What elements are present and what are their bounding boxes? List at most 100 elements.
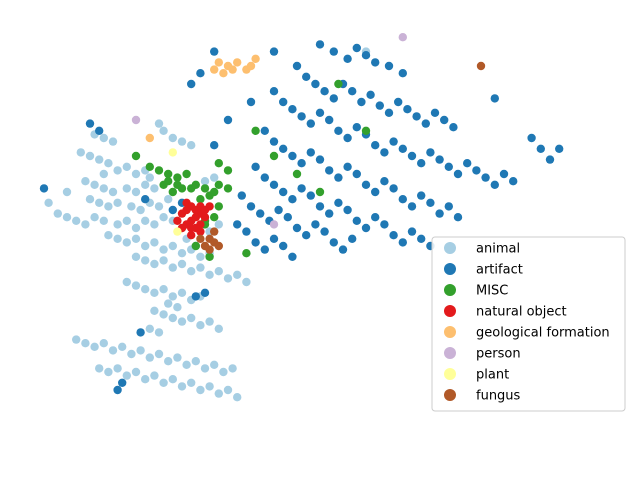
point-animal-13 [108,187,118,197]
point-artifact-48 [472,166,481,175]
point-artifact-99 [274,205,283,215]
point-artifact-10 [311,79,320,89]
legend-label-natural-object: natural object [476,305,567,320]
point-animal-42 [122,238,131,247]
point-MISC-11 [223,184,233,193]
point-animal-91 [154,349,164,359]
point-artifact-53 [260,126,269,135]
point-artifact-114 [288,252,297,261]
point-artifact-137 [490,94,499,103]
point-animal-103 [122,371,131,380]
point-animal-50 [196,252,205,261]
point-MISC-0 [154,166,164,175]
point-animal-56 [168,263,177,272]
point-animal-79 [196,321,205,330]
point-artifact-50 [490,180,499,189]
point-animal-120 [159,126,168,135]
point-natural-object-18 [187,231,196,240]
legend-marker-geological-formation [444,326,456,338]
point-artifact-22 [421,119,430,128]
point-artifact-66 [380,177,389,186]
point-artifact-45 [444,162,453,171]
point-MISC-21 [210,213,219,222]
point-animal-125 [53,209,62,218]
point-artifact-80 [297,184,306,193]
point-animal-76 [168,313,177,323]
legend-label-animal: animal [476,242,520,257]
point-animal-109 [177,382,187,391]
point-animal-58 [187,267,196,276]
point-animal-78 [187,313,196,323]
point-artifact-85 [343,205,352,215]
point-MISC-29 [334,79,343,89]
point-artifact-75 [251,162,260,171]
point-animal-17 [150,184,159,193]
point-animal-35 [141,216,150,225]
point-animal-18 [85,195,95,204]
point-artifact-76 [260,173,269,182]
point-artifact-89 [380,220,389,229]
point-artifact-70 [417,191,426,200]
point-artifact-129 [223,115,233,125]
point-artifact-101 [292,223,302,233]
point-animal-123 [187,141,196,150]
point-artifact-19 [394,97,403,107]
point-animal-14 [122,184,131,193]
point-animal-98 [219,367,228,377]
point-artifact-104 [320,227,329,236]
point-animal-95 [191,357,200,366]
point-artifact-3 [352,43,361,53]
point-animal-28 [72,216,81,225]
point-animal-118 [108,137,118,146]
point-animal-88 [127,349,136,359]
point-animal-30 [90,213,99,222]
point-animal-21 [113,198,122,207]
point-artifact-127 [269,47,279,56]
point-artifact-112 [269,234,279,243]
point-artifact-0 [315,40,325,49]
point-animal-15 [131,187,141,197]
point-artifact-40 [398,144,407,153]
point-animal-136 [145,324,154,333]
point-natural-object-17 [205,202,214,211]
point-artifact-108 [233,220,242,229]
point-artifact-121 [187,79,196,89]
point-artifact-102 [302,231,311,240]
point-artifact-93 [417,234,426,243]
point-artifact-63 [352,169,361,179]
legend-label-MISC: MISC [476,284,508,299]
point-artifact-59 [315,155,325,164]
point-artifact-88 [371,213,380,222]
point-artifact-29 [297,112,306,121]
point-animal-93 [173,353,182,362]
point-artifact-105 [329,238,338,247]
point-artifact-39 [389,137,398,146]
legend-marker-person [444,347,456,359]
point-MISC-17 [214,202,223,211]
point-animal-54 [150,259,159,269]
point-animal-4 [99,169,109,179]
point-geological-formation-0 [214,58,223,67]
point-artifact-9 [302,72,311,82]
point-artifact-43 [426,148,435,157]
point-artifact-78 [279,187,288,197]
point-geological-formation-5 [219,69,228,78]
legend-marker-natural-object [444,305,456,317]
point-artifact-126 [168,205,177,215]
point-artifact-8 [292,61,302,71]
point-artifact-21 [412,112,421,121]
point-fungus-5 [210,227,219,236]
point-animal-114 [223,385,233,395]
point-artifact-12 [329,94,338,103]
point-animal-1 [85,151,95,161]
point-animal-63 [233,270,242,279]
point-animal-87 [118,342,127,351]
point-animal-74 [150,306,159,315]
point-artifact-54 [269,137,279,146]
point-animal-92 [164,357,173,366]
point-artifact-47 [463,159,472,168]
point-animal-19 [95,198,104,207]
point-artifact-27 [279,97,288,107]
point-animal-110 [187,378,196,387]
